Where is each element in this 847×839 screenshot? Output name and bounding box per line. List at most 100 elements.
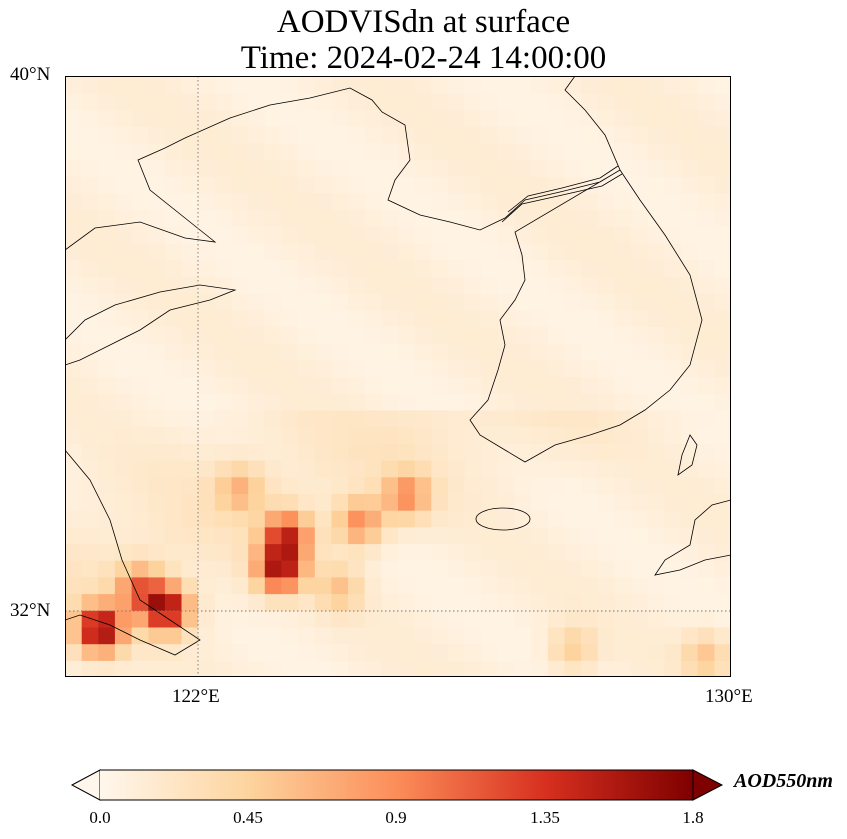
aod-cell [65,576,83,595]
aod-cell [148,276,166,294]
aod-map [65,76,731,677]
aod-cell [398,376,416,394]
aod-cell [198,293,216,311]
aod-cell [497,526,516,545]
aod-cell [348,493,366,511]
aod-cell [131,109,149,127]
aod-cell [98,593,116,611]
aod-cell [564,142,582,161]
aod-cell [431,510,449,528]
aod-cell [348,242,366,261]
aod-cell [581,343,599,361]
aod-cell [181,126,199,144]
aod-cell [631,242,649,261]
aod-cell [248,92,266,110]
aod-cell [298,376,316,394]
title-line-1: AODVISdn at surface [276,4,571,40]
aod-cell [547,376,566,394]
aod-cell [614,276,632,294]
aod-cell [148,92,166,110]
aod-cell [148,409,166,428]
aod-cell [431,476,449,494]
aod-cell [148,643,166,661]
aod-cell [497,76,516,94]
aod-cell [681,593,699,611]
aod-cell [531,460,549,478]
aod-cell [164,293,183,311]
aod-cell [331,493,349,511]
aod-cell [447,326,466,344]
aod-cell [248,293,266,311]
aod-cell [348,326,366,344]
aod-cell [231,443,249,461]
aod-cell [647,226,666,244]
aod-cell [681,476,699,494]
aod-cell [447,209,466,227]
aod-cell [664,192,682,211]
aod-cell [564,660,582,677]
aod-cell [164,242,183,261]
aod-cell [148,593,166,611]
aod-cell [464,626,482,645]
aod-cell [497,126,516,144]
aod-cell [164,209,183,227]
aod-cell [597,92,616,110]
aod-cell [497,593,516,611]
aod-cell [547,209,566,227]
aod-cell [714,660,731,677]
aod-cell [414,92,432,110]
aod-cell [647,526,666,545]
gridlines [65,76,731,677]
aod-cell [98,543,116,561]
aod-cell [164,576,183,595]
aod-cell [381,159,399,177]
aod-cell [564,409,582,428]
aod-cell [697,560,715,578]
aod-cell [164,610,183,628]
aod-cell [248,476,266,494]
aod-cell [581,543,599,561]
aod-cell [114,543,133,561]
aod-cell [614,259,632,277]
aod-cell [164,409,183,428]
aod-cell [281,510,299,528]
aod-cell [331,560,349,578]
aod-cell [98,76,116,94]
aod-cell [564,276,582,294]
aod-cell [314,643,333,661]
aod-cell [681,226,699,244]
aod-cell [631,526,649,545]
aod-cell [564,192,582,211]
aod-cell [131,443,149,461]
aod-cell [447,426,466,444]
aod-cell [231,209,249,227]
aod-cell [597,359,616,378]
aod-cell [431,393,449,411]
aod-cell [681,359,699,378]
aod-cell [631,493,649,511]
aod-cell [681,259,699,277]
aod-cell [614,359,632,378]
aod-cell [148,242,166,261]
aod-cell [514,159,532,177]
aod-cell [398,476,416,494]
aod-cell [298,510,316,528]
aod-cell [314,460,333,478]
aod-cell [398,343,416,361]
aod-cell [248,610,266,628]
aod-cell [65,92,83,110]
aod-cell [447,576,466,595]
aod-cell [497,376,516,394]
aod-cell [248,259,266,277]
aod-cell [131,226,149,244]
aod-cell [481,526,499,545]
aod-cell [248,493,266,511]
aod-cell [181,660,199,677]
aod-cell [431,576,449,595]
aod-cell [214,376,233,394]
aod-cell [547,443,566,461]
aod-cell [697,393,715,411]
aod-cell [481,176,499,194]
aod-cell [581,460,599,478]
aod-cell [514,393,532,411]
